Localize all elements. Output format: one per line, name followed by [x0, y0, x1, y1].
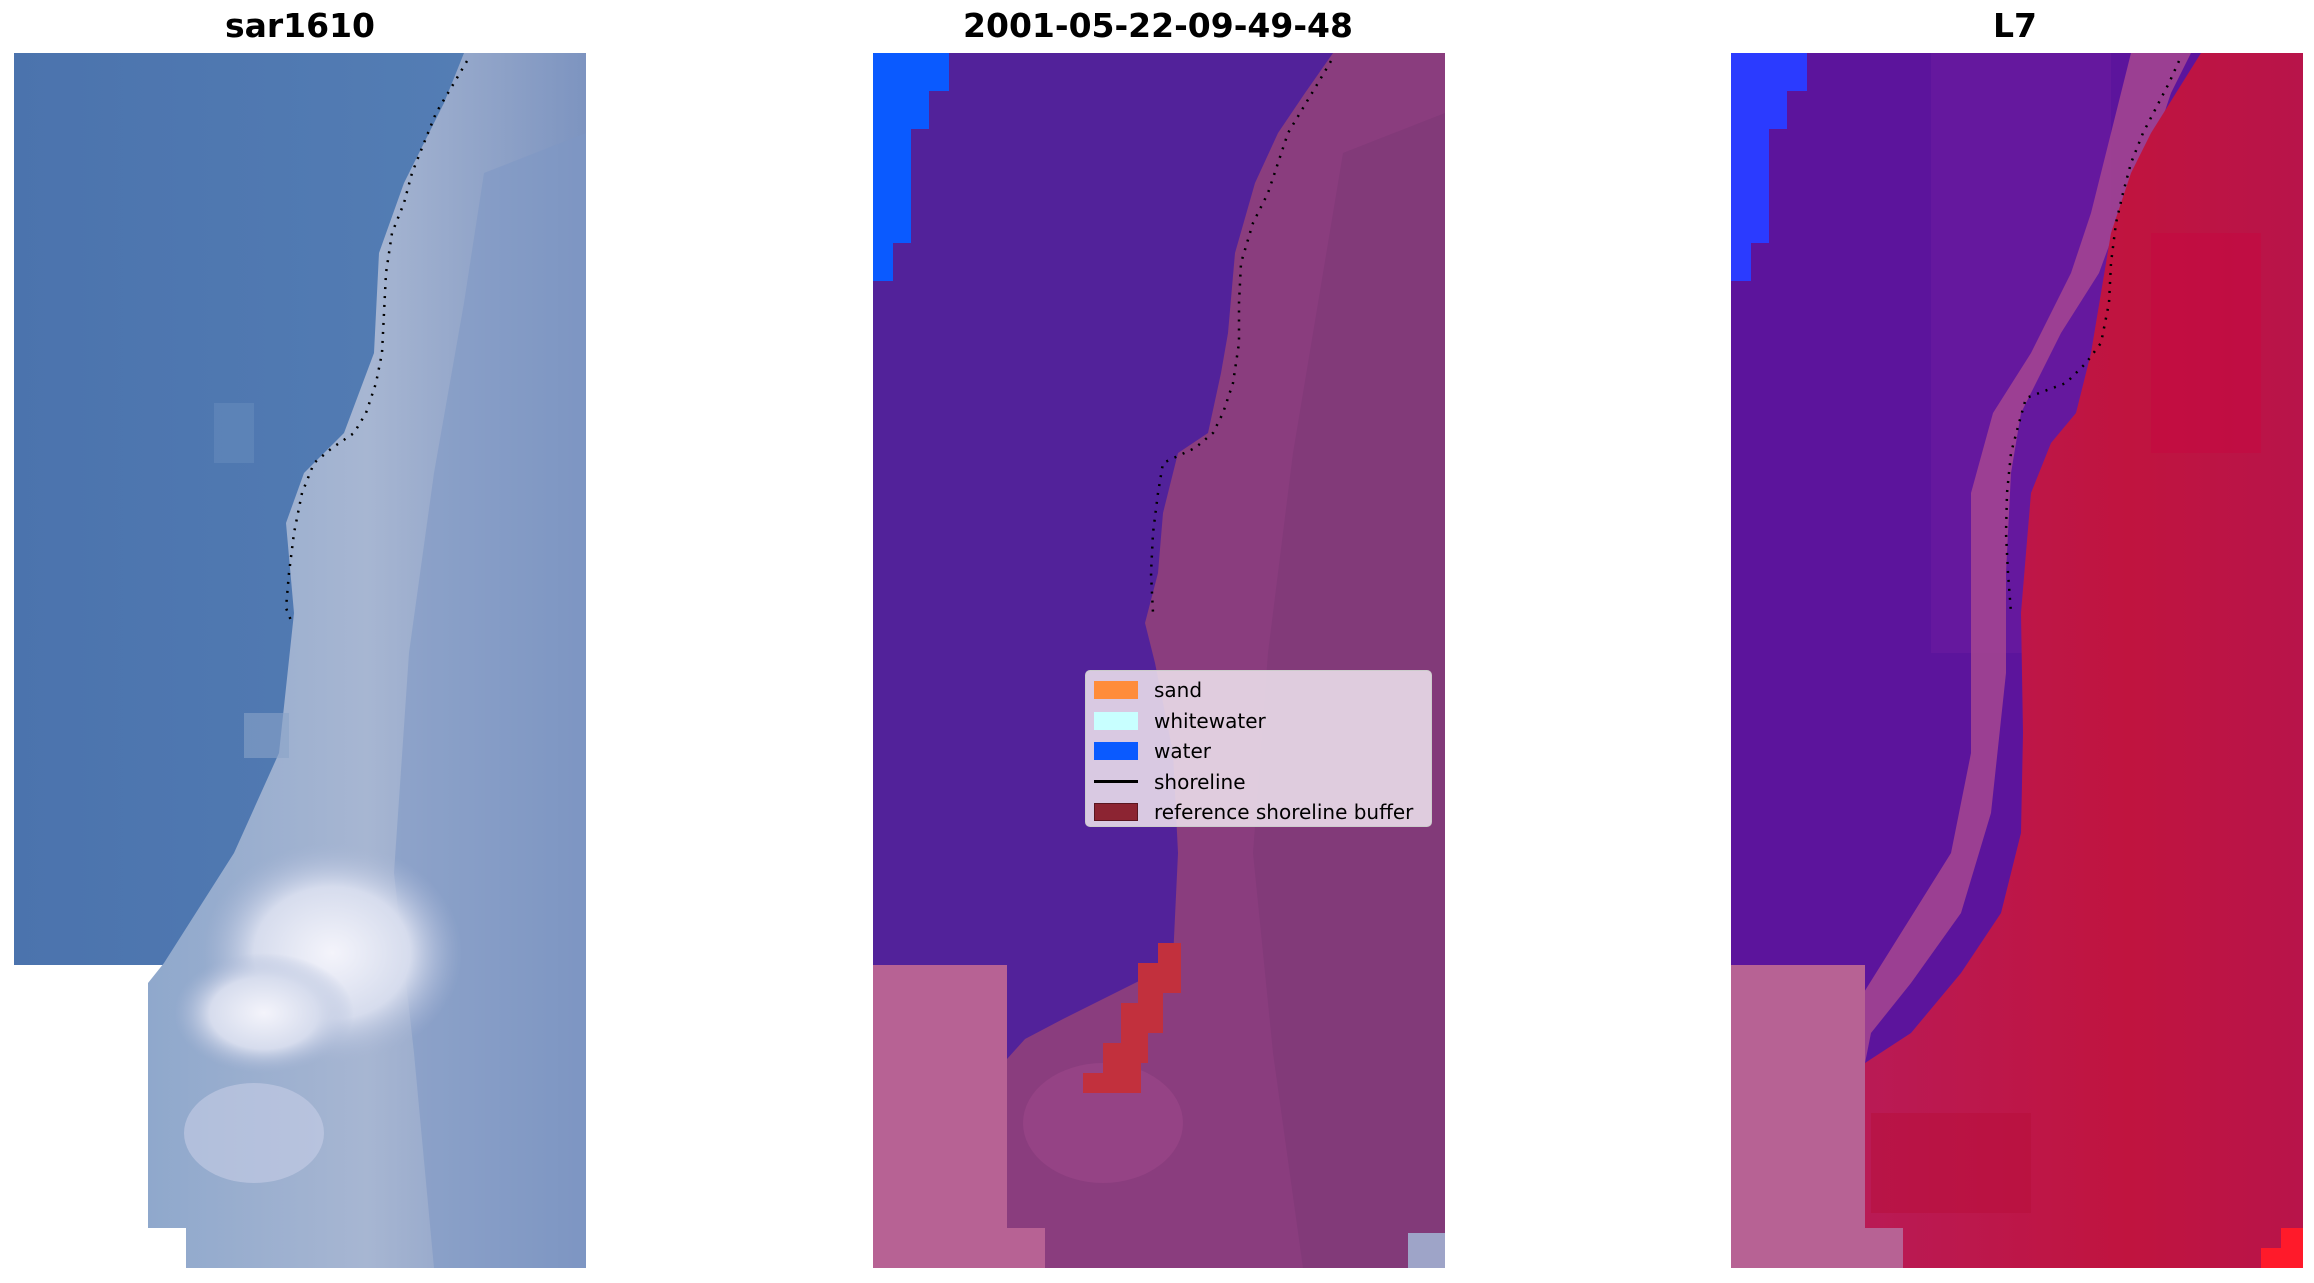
legend-item-whitewater: whitewater [1094, 706, 1423, 737]
legend: sand whitewater water shoreline referenc… [1085, 670, 1432, 827]
shoreline-line-swatch [1094, 780, 1138, 784]
sand-swatch [1094, 681, 1138, 700]
water-region [1731, 53, 1807, 281]
water-region [873, 53, 949, 281]
nodata-region [1731, 965, 1903, 1268]
water-swatch [1094, 742, 1138, 761]
reference-buffer-region [1083, 943, 1181, 1093]
shoreline-dots [1149, 60, 1333, 614]
panel-title-mndwi: L7 [1993, 6, 2037, 45]
shoreline-dots [284, 60, 469, 624]
legend-item-water: water [1094, 736, 1423, 767]
legend-item-reference-buffer: reference shoreline buffer [1094, 797, 1423, 828]
whitewater-swatch [1094, 711, 1138, 730]
classified-image [873, 53, 1445, 1268]
legend-item-shoreline: shoreline [1094, 767, 1423, 798]
legend-label-water: water [1154, 739, 1211, 764]
legend-label-whitewater: whitewater [1154, 708, 1266, 733]
rgb-image-panel [14, 53, 586, 1268]
legend-label-shoreline: shoreline [1154, 769, 1246, 794]
reference-buffer-swatch [1094, 803, 1138, 822]
panel-title-rgb: sar1610 [224, 6, 376, 45]
rgb-image [14, 53, 586, 1268]
legend-label-sand: sand [1154, 678, 1203, 703]
index-image-panel [1731, 53, 2303, 1268]
nodata-region [873, 965, 1045, 1268]
index-image [1731, 53, 2303, 1268]
classified-image-panel [873, 53, 1445, 1268]
legend-item-sand: sand [1094, 675, 1423, 706]
panel-title-classified: 2001-05-22-09-49-48 [963, 6, 1353, 45]
legend-label-reference-buffer: reference shoreline buffer [1154, 800, 1414, 825]
